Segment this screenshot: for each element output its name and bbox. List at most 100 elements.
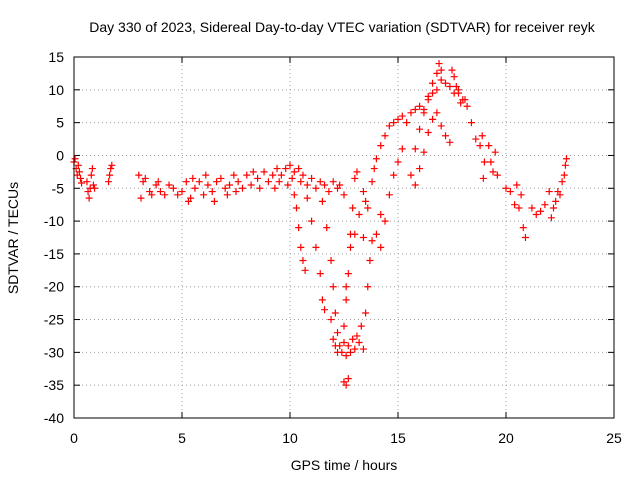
data-point [325, 188, 333, 196]
data-point [342, 283, 350, 291]
data-point [191, 184, 199, 192]
data-point [200, 191, 208, 199]
y-tick-label: 0 [56, 147, 64, 163]
data-point [76, 174, 84, 182]
data-point [368, 178, 376, 186]
y-tick-label: 15 [48, 49, 64, 65]
data-point [515, 204, 523, 212]
data-point [290, 191, 298, 199]
data-point [297, 243, 305, 251]
data-point [316, 270, 324, 278]
data-point [342, 352, 350, 360]
data-point [381, 217, 389, 225]
data-point [420, 106, 428, 114]
data-point [288, 174, 296, 182]
data-point [290, 168, 298, 176]
data-point [282, 165, 290, 173]
data-point [204, 181, 212, 189]
data-point [398, 145, 406, 153]
data-point [71, 155, 79, 163]
data-point [377, 211, 385, 219]
data-point [340, 339, 348, 347]
data-point [327, 316, 335, 324]
data-point [331, 309, 339, 317]
data-point [364, 283, 372, 291]
data-point [457, 99, 465, 107]
data-point [368, 237, 376, 245]
data-point [394, 158, 402, 166]
data-point [446, 83, 454, 91]
data-point [528, 204, 536, 212]
data-point [156, 188, 164, 196]
data-point [88, 165, 96, 173]
data-point [351, 345, 359, 353]
data-point [217, 174, 225, 182]
y-tick-label: 10 [48, 82, 64, 98]
data-point [78, 179, 86, 187]
data-point [478, 132, 486, 140]
y-tick-label: 5 [56, 115, 64, 131]
data-point [448, 66, 456, 74]
data-point [327, 256, 335, 264]
data-point [238, 184, 246, 192]
data-point [189, 174, 197, 182]
tick-layer [73, 56, 615, 419]
data-point [275, 178, 283, 186]
data-point [297, 178, 305, 186]
data-point [329, 178, 337, 186]
data-point [154, 178, 162, 186]
x-tick-label: 0 [70, 430, 78, 446]
data-point [303, 181, 311, 189]
data-point [372, 230, 380, 238]
y-tick-label: -5 [52, 180, 65, 196]
x-tick-label: 25 [606, 430, 622, 446]
data-point [329, 335, 337, 343]
data-point [359, 188, 367, 196]
data-point [411, 145, 419, 153]
data-point [75, 168, 83, 176]
y-tick-label: -15 [44, 246, 64, 262]
data-point [359, 345, 367, 353]
data-point [234, 178, 242, 186]
data-point [550, 204, 558, 212]
data-point [355, 339, 363, 347]
data-point [299, 256, 307, 264]
data-point [377, 142, 385, 150]
data-point [329, 283, 337, 291]
data-point [511, 201, 519, 209]
data-point [342, 296, 350, 304]
data-point [437, 122, 445, 130]
data-point [232, 188, 240, 196]
data-point [562, 155, 570, 163]
y-tick-label: -30 [44, 344, 64, 360]
data-point [344, 342, 352, 350]
data-point [135, 171, 143, 179]
data-point [182, 178, 190, 186]
data-point [105, 178, 113, 186]
data-point [308, 174, 316, 182]
data-point [556, 191, 564, 199]
data-point [286, 161, 294, 169]
data-point [344, 270, 352, 278]
data-point [532, 211, 540, 219]
data-point [340, 191, 348, 199]
data-point [161, 191, 169, 199]
data-point [385, 122, 393, 130]
data-point [454, 89, 462, 97]
data-point [249, 168, 257, 176]
data-point [467, 119, 475, 127]
data-point [299, 171, 307, 179]
data-point [359, 234, 367, 241]
data-point [210, 197, 218, 205]
data-point [107, 165, 115, 173]
data-point [195, 178, 203, 186]
data-point [424, 92, 432, 100]
data-point [264, 178, 272, 186]
data-point [148, 191, 156, 199]
data-point [357, 322, 365, 330]
data-point [461, 96, 469, 104]
y-tick-label: -10 [44, 213, 64, 229]
data-point [108, 161, 116, 169]
x-tick-label: 5 [178, 430, 186, 446]
data-point [85, 194, 93, 202]
